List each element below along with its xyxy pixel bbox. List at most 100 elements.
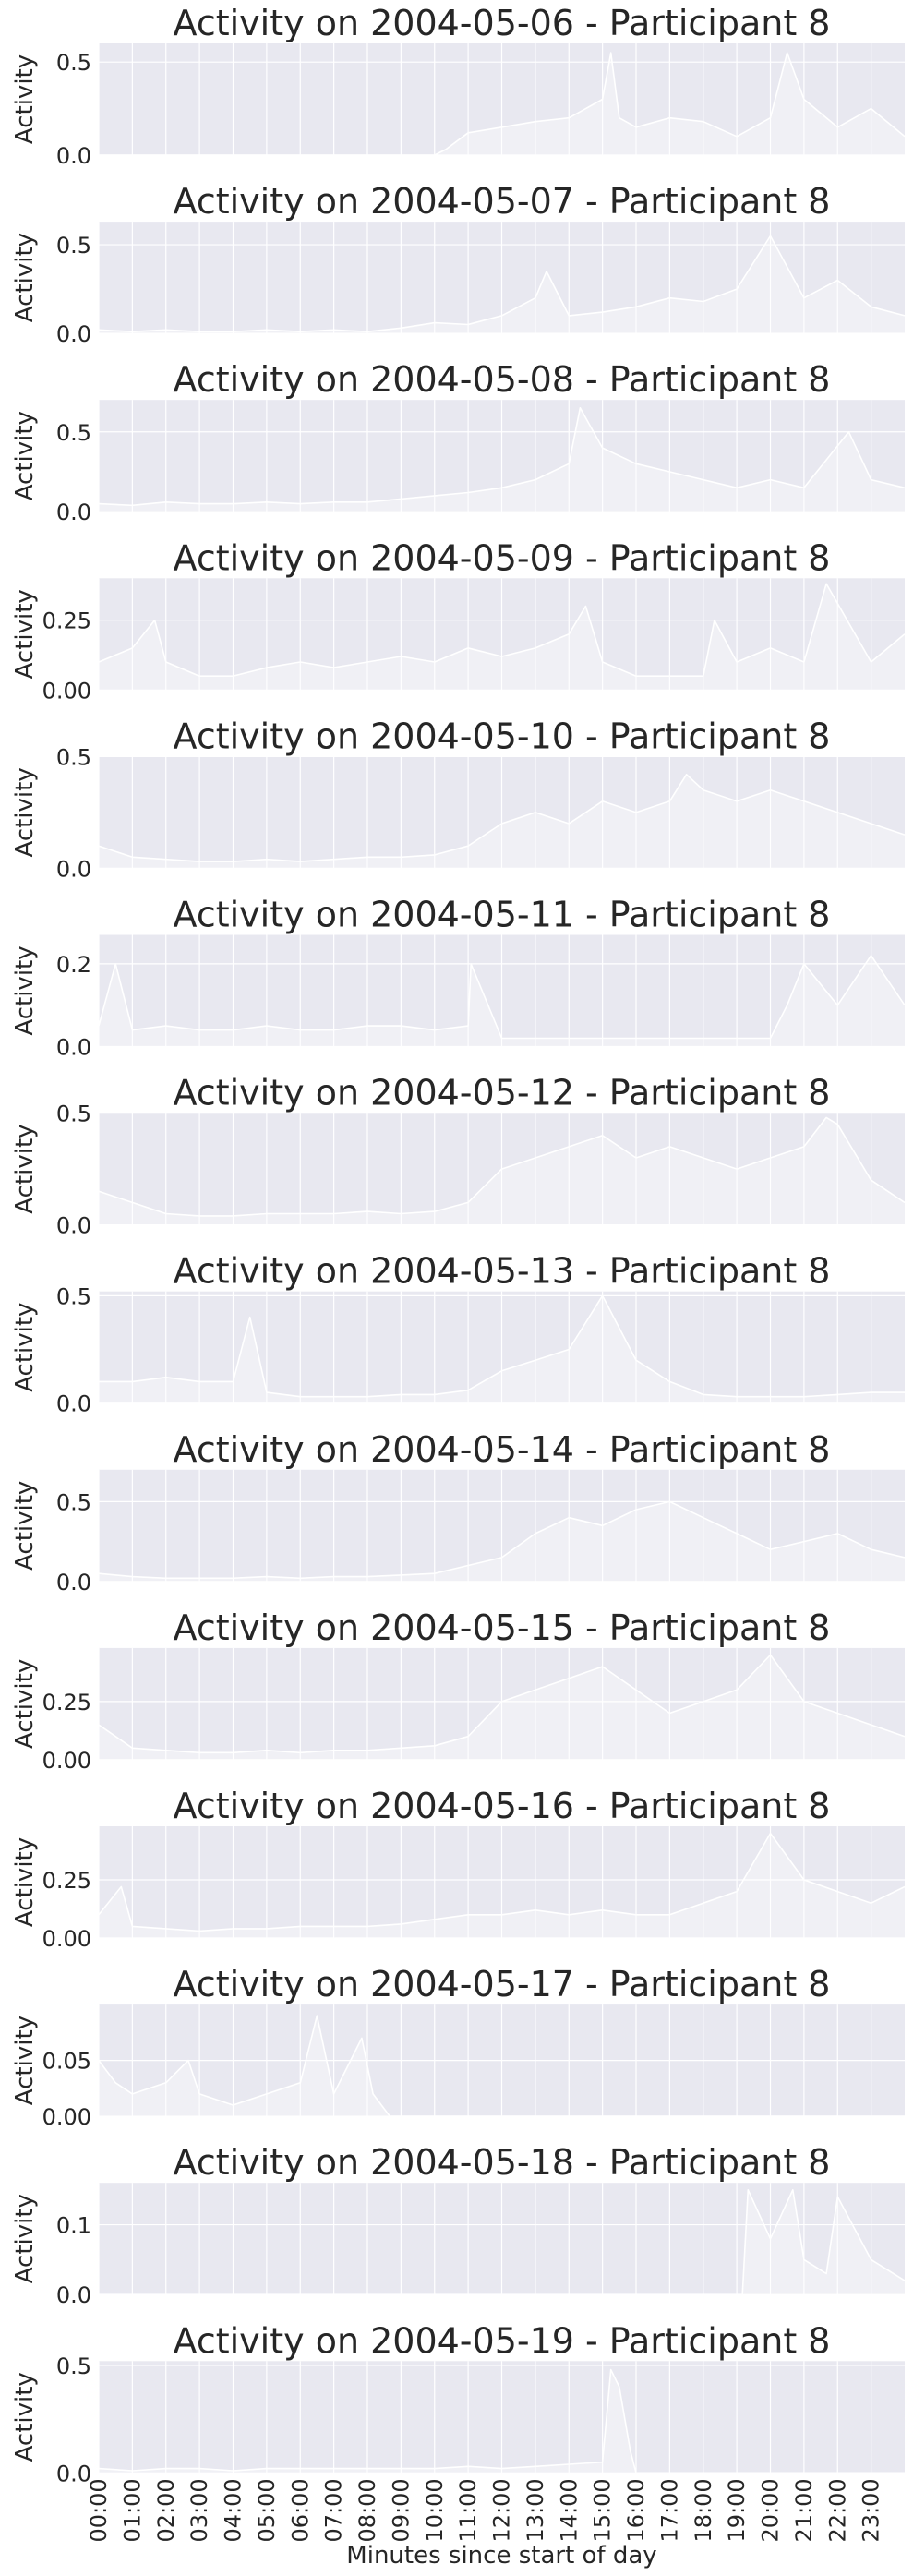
subplot: Activity on 2004-05-16 - Participant 8 0.… — [11, 1786, 906, 1952]
subplot-title: Activity on 2004-05-18 - Participant 8 — [174, 2142, 831, 2183]
activity-line — [98, 1654, 906, 1754]
subplot: Activity on 2004-05-14 - Participant 8 0.… — [11, 1429, 906, 1595]
activity-line — [98, 1500, 906, 1580]
y-tick-label: 0.5 — [56, 233, 91, 259]
y-tick-label: 0.0 — [56, 1035, 91, 1061]
subplot-title: Activity on 2004-05-07 - Participant 8 — [174, 181, 831, 222]
activity-line — [98, 2368, 905, 2474]
activity-area — [99, 1833, 905, 1938]
subplot: Activity on 2004-05-08 - Participant 8 0.… — [11, 359, 906, 525]
y-tick-label: 0.25 — [42, 1690, 91, 1715]
y-tick-label: 0.5 — [56, 1489, 91, 1515]
subplot-title: Activity on 2004-05-06 - Participant 8 — [174, 3, 831, 43]
x-tick-label: 13:00 — [523, 2478, 548, 2542]
y-tick-label: 0.00 — [42, 1748, 91, 1774]
x-tick-label: 20:00 — [758, 2478, 784, 2542]
x-tick-label: 19:00 — [724, 2478, 750, 2542]
subplot: Activity on 2004-05-11 - Participant 8 0.… — [11, 895, 906, 1061]
x-tick-label: 15:00 — [590, 2478, 616, 2542]
y-axis-label: Activity — [11, 411, 39, 500]
y-axis-label: Activity — [11, 54, 39, 144]
subplot: Activity on 2004-05-12 - Participant 8 0.… — [11, 1073, 906, 1239]
activity-line — [99, 52, 906, 156]
activity-line — [98, 407, 906, 507]
y-tick-label: 0.25 — [42, 608, 91, 634]
subplot-title: Activity on 2004-05-11 - Participant 8 — [174, 895, 831, 935]
x-tick-label: 17:00 — [656, 2478, 682, 2542]
x-tick-label: 12:00 — [489, 2478, 515, 2542]
activity-area — [99, 774, 905, 869]
y-axis-label: Activity — [11, 1837, 39, 1927]
y-tick-label: 0.5 — [56, 420, 91, 446]
x-axis-label: Minutes since start of day — [346, 2542, 656, 2570]
activity-area — [99, 584, 905, 691]
y-tick-label: 0.0 — [56, 1391, 91, 1417]
subplot-title: Activity on 2004-05-13 - Participant 8 — [174, 1251, 831, 1292]
subplot-title: Activity on 2004-05-19 - Participant 8 — [174, 2320, 831, 2361]
activity-area — [99, 407, 905, 512]
activity-area — [99, 1501, 905, 1582]
y-tick-label: 0.00 — [42, 1926, 91, 1952]
subplot-title: Activity on 2004-05-14 - Participant 8 — [174, 1429, 831, 1470]
y-tick-label: 0.00 — [42, 2104, 91, 2130]
x-tick-label: 22:00 — [824, 2478, 850, 2542]
y-axis-label: Activity — [11, 589, 39, 679]
y-tick-label: 0.1 — [56, 2213, 91, 2239]
subplot: Activity on 2004-05-10 - Participant 8 0.… — [11, 716, 906, 882]
activity-line — [99, 1294, 905, 1398]
y-axis-label: Activity — [11, 1659, 39, 1749]
activity-line — [98, 774, 906, 862]
x-tick-label: 21:00 — [791, 2478, 817, 2542]
subplot: Activity on 2004-05-18 - Participant 8 0.… — [11, 2142, 906, 2308]
subplot: Activity on 2004-05-09 - Participant 8 0.… — [11, 537, 906, 704]
y-tick-label: 0.0 — [56, 143, 91, 169]
subplot: Activity on 2004-05-07 - Participant 8 0.… — [11, 181, 906, 347]
subplot-title: Activity on 2004-05-09 - Participant 8 — [174, 537, 831, 578]
y-tick-label: 0.5 — [56, 2353, 91, 2379]
x-tick-label: 05:00 — [254, 2478, 280, 2542]
activity-area — [99, 53, 905, 155]
y-axis-label: Activity — [11, 2372, 39, 2462]
x-tick-label: 09:00 — [388, 2478, 414, 2542]
y-tick-label: 0.0 — [56, 500, 91, 525]
y-axis-label: Activity — [11, 1124, 39, 1213]
y-tick-label: 0.0 — [56, 2282, 91, 2308]
x-tick-label: 23:00 — [859, 2478, 884, 2542]
activity-area — [99, 1655, 905, 1760]
activity-area — [99, 235, 905, 334]
y-axis-label: Activity — [11, 1303, 39, 1392]
x-tick-label: 07:00 — [321, 2478, 347, 2542]
subplot-title: Activity on 2004-05-17 - Participant 8 — [174, 1964, 831, 2004]
x-tick-label: 16:00 — [623, 2478, 649, 2542]
activity-line — [98, 1832, 906, 1932]
y-tick-label: 0.2 — [56, 952, 91, 978]
y-axis-label: Activity — [11, 233, 39, 322]
activity-area — [99, 2189, 905, 2295]
y-tick-label: 0.0 — [56, 2461, 91, 2486]
activity-line — [98, 583, 906, 677]
y-tick-label: 0.05 — [42, 2049, 91, 2075]
y-axis-label: Activity — [11, 2194, 39, 2283]
y-tick-label: 0.5 — [56, 50, 91, 76]
subplot: Activity on 2004-05-19 - Participant 8 0.… — [11, 2320, 905, 2486]
x-tick-label: 06:00 — [287, 2478, 313, 2542]
y-axis-label: Activity — [11, 2016, 39, 2105]
activity-line — [98, 2015, 905, 2117]
activity-line — [99, 2189, 906, 2295]
x-tick-label: 10:00 — [422, 2478, 448, 2542]
x-tick-label: 04:00 — [221, 2478, 246, 2542]
subplot: Activity on 2004-05-15 - Participant 8 0.… — [11, 1607, 906, 1774]
x-tick-label: 03:00 — [186, 2478, 212, 2542]
y-tick-label: 0.0 — [56, 1213, 91, 1239]
activity-area — [99, 955, 905, 1047]
x-tick-label: 01:00 — [119, 2478, 145, 2542]
subplot: Activity on 2004-05-13 - Participant 8 0.… — [11, 1251, 905, 1417]
x-tick-label: 18:00 — [691, 2478, 716, 2542]
activity-area — [99, 2016, 905, 2117]
x-tick-label: 11:00 — [455, 2478, 481, 2542]
y-tick-label: 0.0 — [56, 1570, 91, 1595]
x-tick-label: 08:00 — [354, 2478, 380, 2542]
y-tick-label: 0.0 — [56, 856, 91, 882]
y-tick-label: 0.00 — [42, 678, 91, 704]
y-axis-label: Activity — [11, 767, 39, 857]
